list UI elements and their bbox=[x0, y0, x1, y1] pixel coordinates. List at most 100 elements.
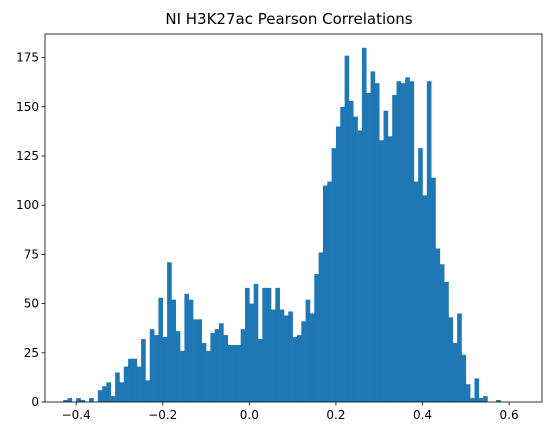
histogram-bar bbox=[214, 329, 220, 402]
histogram-bar bbox=[465, 384, 471, 402]
histogram-bar bbox=[474, 378, 480, 402]
histogram-bar bbox=[431, 177, 436, 402]
histogram-bar bbox=[63, 400, 68, 402]
y-tick-label: 75 bbox=[24, 247, 39, 261]
histogram-bar bbox=[309, 313, 315, 402]
chart-title: NI H3K27ac Pearson Correlations bbox=[165, 10, 412, 28]
histogram-bar bbox=[110, 396, 116, 402]
histogram-bar bbox=[496, 400, 501, 402]
histogram-bar bbox=[175, 331, 181, 402]
y-tick-label: 100 bbox=[16, 198, 39, 212]
x-tick-label: 0.0 bbox=[240, 408, 259, 422]
histogram-bar bbox=[162, 337, 168, 402]
histogram-bar bbox=[184, 293, 190, 402]
histogram-bar bbox=[180, 350, 185, 402]
histogram-bar bbox=[344, 55, 350, 403]
histogram-bar bbox=[435, 248, 441, 402]
histogram-bar bbox=[413, 181, 419, 402]
histogram-bar bbox=[206, 350, 211, 402]
histogram-bar bbox=[80, 400, 86, 402]
histogram-bar bbox=[439, 264, 445, 402]
histogram-bar bbox=[283, 315, 289, 402]
histogram-bar bbox=[123, 366, 129, 402]
histogram-bar bbox=[409, 81, 415, 402]
bars-group bbox=[63, 47, 501, 403]
histogram-bar bbox=[314, 274, 319, 402]
histogram-bar bbox=[340, 106, 345, 402]
histogram-bar bbox=[366, 93, 371, 402]
histogram-bar bbox=[253, 283, 259, 402]
histogram-bar bbox=[188, 299, 194, 402]
histogram-bar bbox=[357, 130, 363, 402]
histogram-bar bbox=[245, 287, 250, 402]
axes-group: −0.4 −0.2 0.0 0.2 0.4 0.6 0 25 50 75 100 125 150 175 bbox=[16, 33, 543, 422]
y-tick-label: 175 bbox=[16, 51, 39, 65]
y-tick-label: 50 bbox=[24, 297, 39, 311]
histogram-bar bbox=[279, 309, 285, 402]
x-tick-label: 0.4 bbox=[413, 408, 432, 422]
histogram-bar bbox=[270, 309, 276, 402]
x-tick-label: −0.4 bbox=[62, 408, 91, 422]
histogram-bar bbox=[193, 319, 198, 402]
histogram-bar bbox=[461, 354, 467, 402]
histogram-bar bbox=[232, 344, 237, 402]
histogram-bar bbox=[67, 398, 73, 402]
histogram-bar bbox=[478, 398, 484, 402]
histogram-bar bbox=[392, 95, 397, 402]
histogram-bar bbox=[448, 317, 454, 402]
histogram-bar bbox=[361, 47, 367, 402]
histogram-bar bbox=[236, 344, 241, 402]
y-tick-label: 150 bbox=[16, 100, 39, 114]
histogram-bar bbox=[426, 81, 432, 402]
histogram-bar bbox=[97, 390, 103, 402]
histogram-bar bbox=[197, 319, 203, 402]
histogram-bar bbox=[141, 339, 146, 402]
histogram-bar bbox=[158, 297, 164, 402]
histogram-bar bbox=[348, 100, 354, 402]
histogram-bar bbox=[305, 299, 311, 402]
histogram-bar bbox=[210, 333, 216, 402]
x-tick-label: 0.6 bbox=[500, 408, 519, 422]
histogram-bar bbox=[171, 299, 177, 402]
histogram-bar bbox=[387, 136, 393, 402]
histogram-bar bbox=[119, 382, 125, 402]
histogram-bar bbox=[318, 252, 324, 402]
histogram-bar bbox=[258, 339, 263, 402]
histogram-bar bbox=[452, 342, 458, 402]
histogram-bar bbox=[405, 77, 410, 402]
histogram-bar bbox=[219, 323, 224, 402]
histogram-bar bbox=[483, 396, 488, 402]
histogram-bar bbox=[201, 342, 207, 402]
plot-frame bbox=[44, 33, 543, 403]
histogram-bar bbox=[132, 358, 138, 402]
x-tick-label: 0.2 bbox=[326, 408, 345, 422]
histogram-bar bbox=[275, 287, 280, 402]
histogram-bar bbox=[223, 335, 228, 402]
histogram-bar bbox=[249, 303, 254, 402]
histogram-bar bbox=[262, 287, 267, 402]
y-tick-label: 25 bbox=[24, 346, 39, 360]
histogram-bar bbox=[418, 148, 423, 402]
histogram-bar bbox=[422, 195, 428, 402]
histogram-bar bbox=[102, 386, 107, 402]
histogram-bar bbox=[128, 358, 133, 402]
histogram-bar bbox=[335, 126, 341, 403]
y-tick-label: 125 bbox=[16, 149, 39, 163]
histogram-bar bbox=[301, 321, 306, 402]
histogram-bar bbox=[167, 262, 172, 402]
histogram-bar bbox=[136, 366, 142, 402]
histogram-bar bbox=[470, 398, 475, 402]
histogram-bar bbox=[331, 148, 337, 402]
histogram-bar bbox=[396, 81, 402, 402]
histogram-bar bbox=[149, 329, 155, 402]
histogram-bar bbox=[106, 382, 112, 402]
histogram-bar bbox=[145, 380, 151, 402]
histogram-bar bbox=[374, 83, 380, 402]
histogram-bar bbox=[288, 311, 293, 402]
histogram-bar bbox=[457, 313, 462, 402]
histogram-bar bbox=[322, 185, 328, 402]
histogram-bar bbox=[353, 116, 358, 403]
histogram-bar bbox=[400, 83, 406, 402]
histogram-bar bbox=[266, 287, 272, 402]
histogram-bar bbox=[227, 344, 233, 402]
